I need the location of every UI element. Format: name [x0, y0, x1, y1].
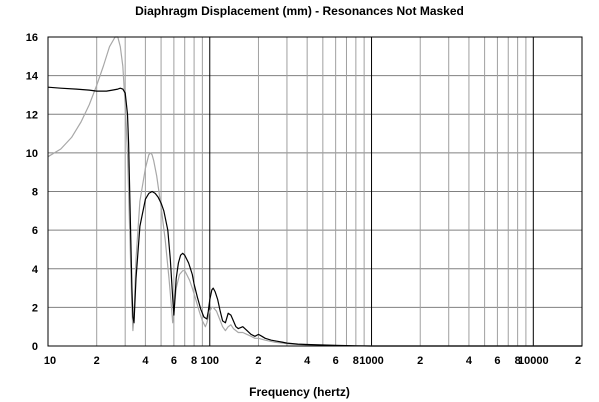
plot-frame — [47, 36, 583, 347]
series-layer — [47, 36, 582, 347]
x-tick-label: 6 — [333, 355, 339, 367]
x-tick-label: 4 — [304, 355, 311, 367]
x-tick-label: 8 — [353, 355, 359, 367]
x-tick-label: 6 — [171, 355, 177, 367]
x-tick-label: 100 — [201, 355, 219, 367]
x-tick-label: 10 — [44, 355, 56, 367]
y-tick-label: 12 — [26, 109, 38, 121]
y-tick-label: 14 — [26, 71, 39, 83]
x-tick-label: 2 — [417, 355, 423, 367]
x-tick-label: 2 — [575, 355, 581, 367]
x-tick-label: 8 — [515, 355, 521, 367]
x-tick-label: 2 — [255, 355, 261, 367]
y-tick-label: 10 — [26, 148, 38, 160]
x-tick-label: 6 — [494, 355, 500, 367]
x-tick-label: 4 — [466, 355, 473, 367]
y-tick-label: 6 — [32, 225, 38, 237]
x-tick-label: 4 — [142, 355, 149, 367]
series-line-0 — [47, 86, 582, 347]
grid-lines — [48, 37, 582, 346]
y-tick-label: 0 — [32, 341, 38, 353]
y-tick-labels: 0 2 4 6 8 10 12 14 16 — [26, 32, 39, 353]
x-tick-label: 1000 — [359, 355, 383, 367]
y-tick-label: 4 — [32, 264, 39, 276]
y-tick-label: 8 — [32, 187, 38, 199]
x-tick-label: 10000 — [518, 355, 549, 367]
x-tick-label: 8 — [191, 355, 197, 367]
x-tick-label: 2 — [94, 355, 100, 367]
y-tick-label: 2 — [32, 302, 38, 314]
y-tick-label: 16 — [26, 32, 38, 44]
x-axis-title: Frequency (hertz) — [249, 385, 350, 399]
chart-title: Diaphragm Displacement (mm) - Resonances… — [135, 4, 464, 18]
